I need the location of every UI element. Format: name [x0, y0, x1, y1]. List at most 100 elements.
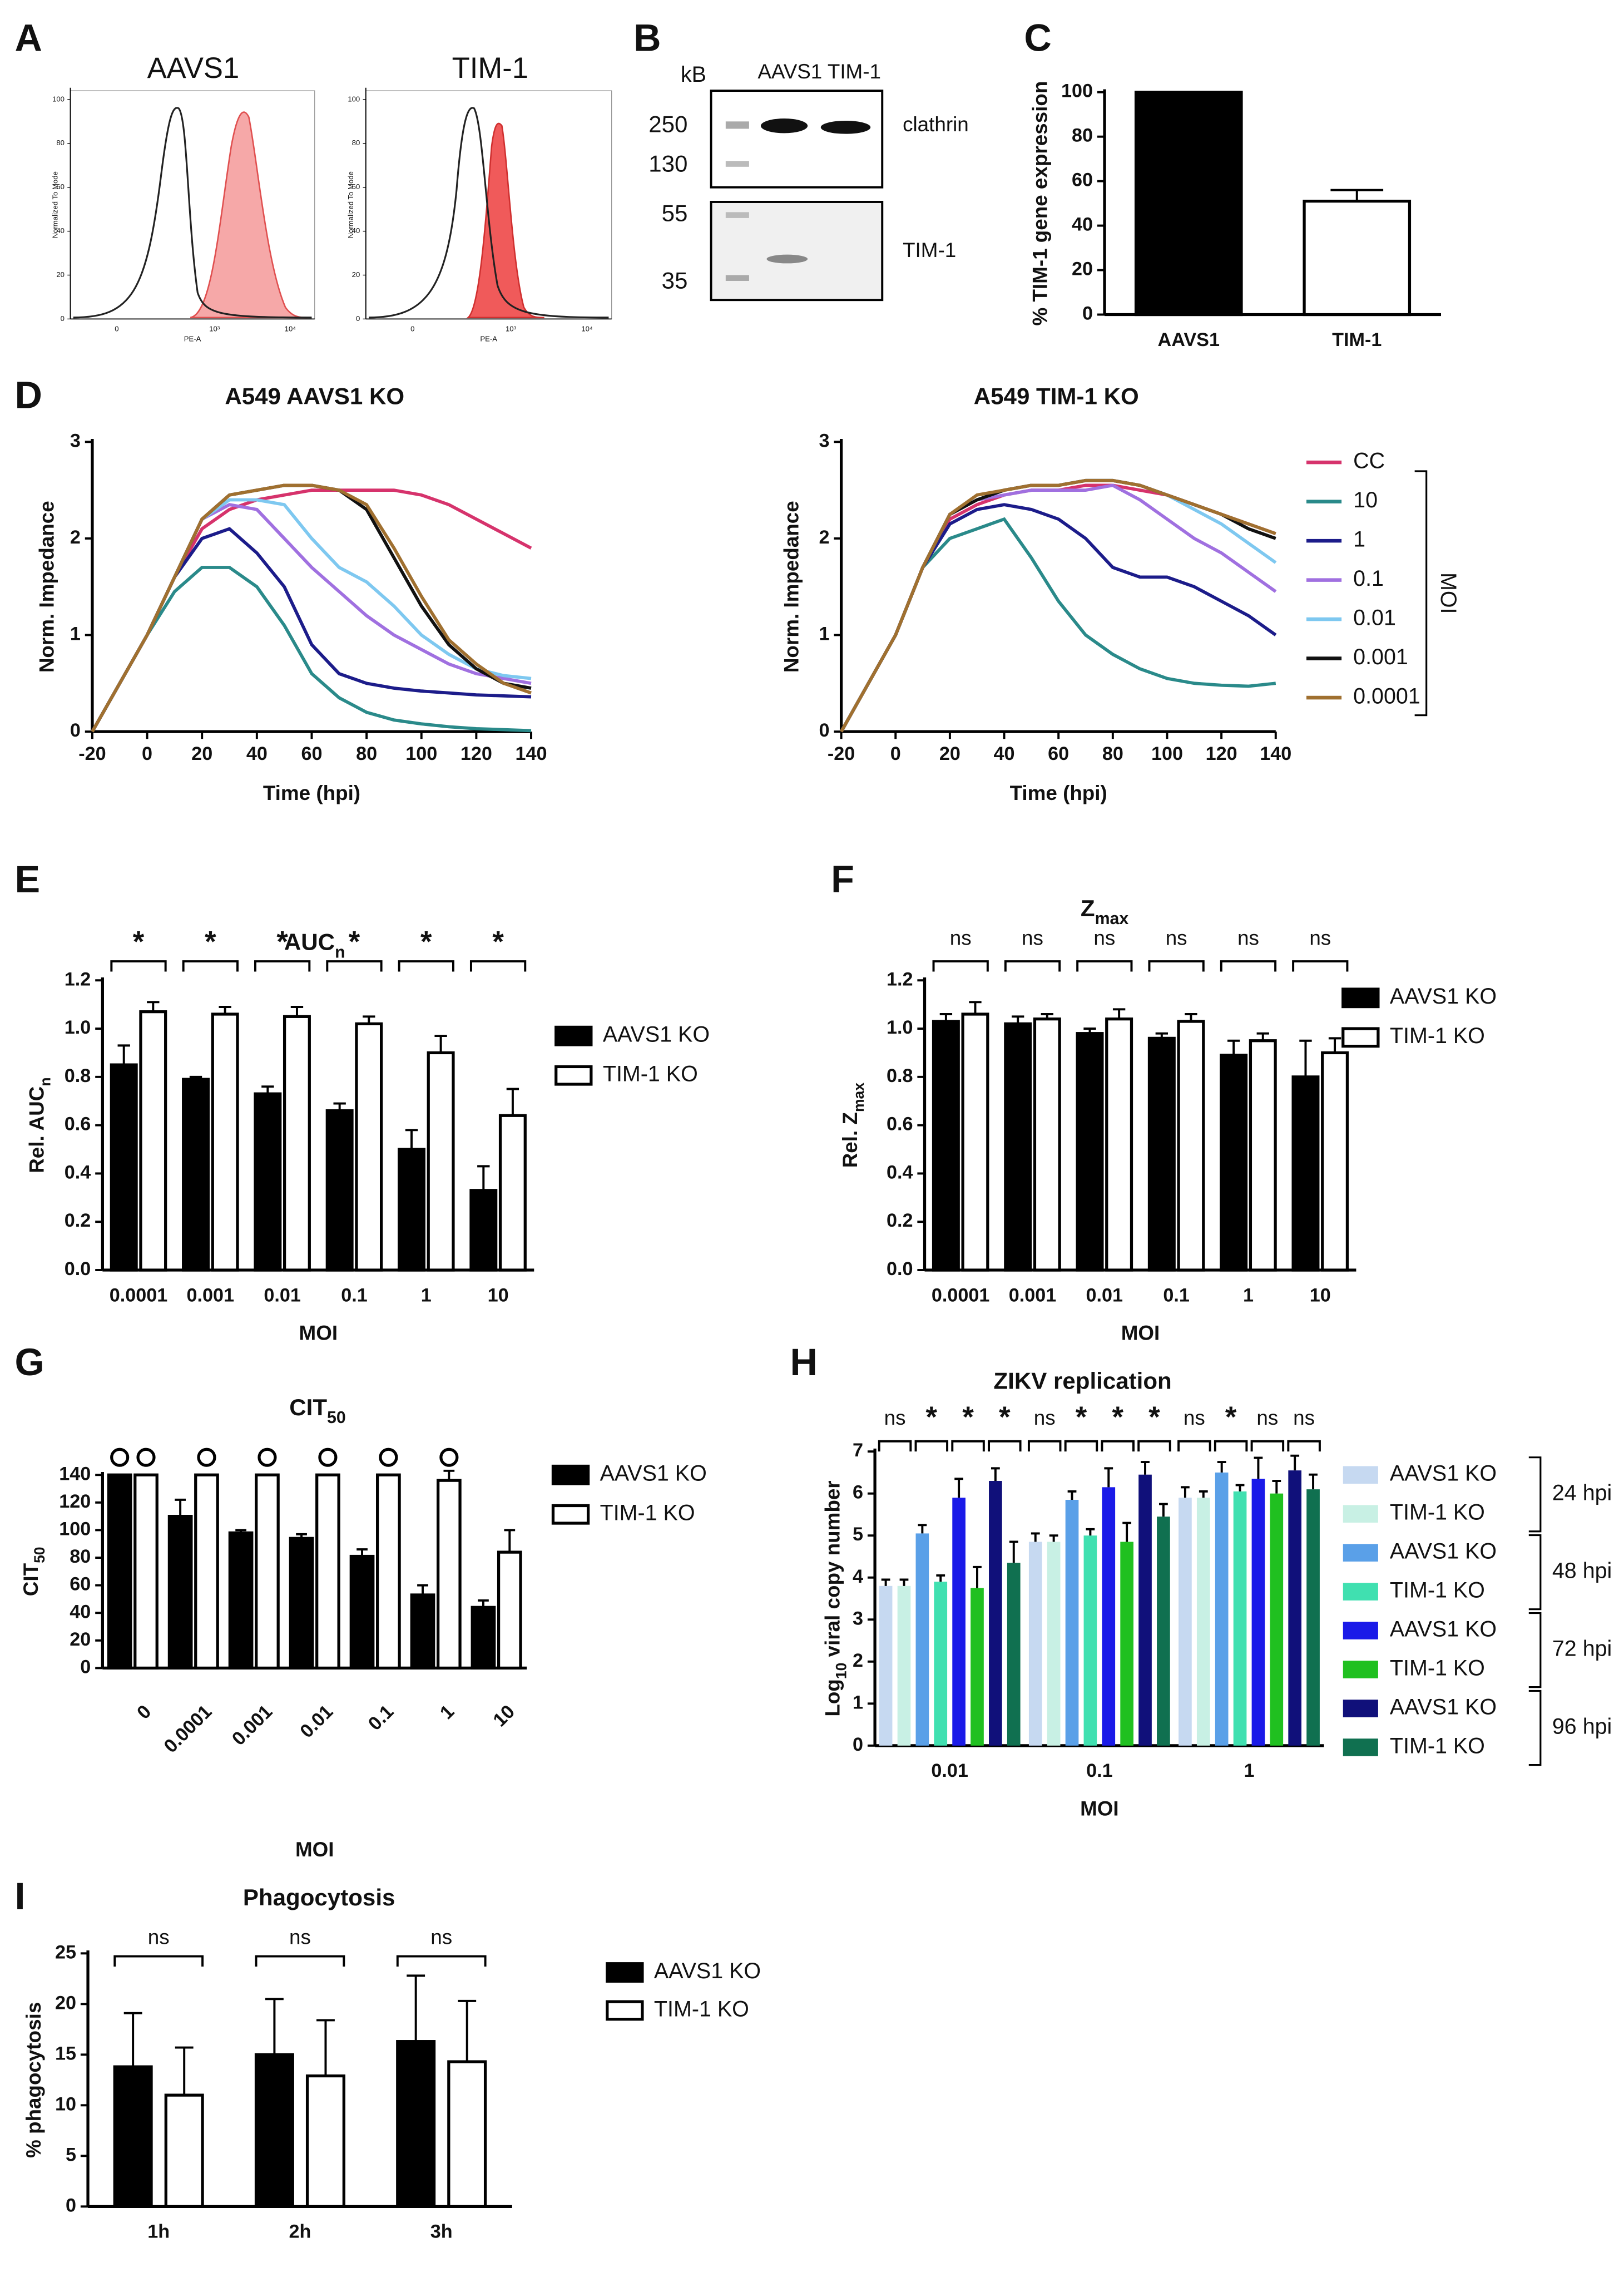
chart-title: A549 AAVS1 KO [225, 383, 404, 409]
error-bar [1199, 1490, 1208, 1498]
error-bar [147, 1001, 160, 1012]
bar [1004, 1022, 1032, 1272]
x-tick-label: 20 [939, 743, 960, 764]
x-axis-label: MOI [295, 1838, 334, 1861]
bar [1065, 1500, 1079, 1746]
bar [498, 1114, 527, 1272]
x-axis-label: PE-A [184, 335, 201, 343]
x-tick-label: 0.01 [931, 1760, 968, 1781]
significance-bracket [932, 960, 989, 972]
blot-lanes: AAVS1 TIM-1 [757, 60, 881, 83]
legend-swatch [1343, 1622, 1378, 1639]
legend-label: 0.1 [1353, 566, 1384, 591]
error-bar [1290, 1454, 1300, 1471]
x-tick-label: 0 [133, 1701, 155, 1723]
y-tick-label: 0 [819, 720, 830, 741]
legend-swatch [1343, 1466, 1378, 1484]
significance-bracket [878, 1440, 912, 1452]
bar [133, 1473, 159, 1670]
blot-label: clathrin [903, 113, 969, 136]
significance-bracket [1177, 1440, 1211, 1452]
error-bar [407, 1974, 425, 2042]
error-bar [219, 1005, 231, 1014]
x-tick-label: 0.0001 [160, 1701, 216, 1757]
y-tick-label: 1 [819, 624, 830, 645]
blot-band [760, 118, 808, 134]
error-bar [1041, 1013, 1053, 1019]
blot-marker: 35 [662, 268, 688, 294]
bar [497, 1550, 522, 1670]
text-part: 50 [327, 1408, 346, 1426]
text-part: Z [1081, 895, 1095, 921]
panel-label: A [15, 17, 42, 60]
error-bar [235, 1529, 246, 1533]
legend-label: TIM-1 KO [1390, 1733, 1485, 1758]
significance-bracket [254, 960, 311, 972]
x-tick-label: 3h [430, 2221, 453, 2242]
legend-swatch [1341, 1027, 1380, 1048]
y-axis-label: % phagocytosis [22, 2002, 45, 2158]
x-tick-label: 0.1 [364, 1701, 398, 1735]
error-bar [265, 1998, 284, 2055]
x-tick-label: 0.001 [1009, 1285, 1057, 1306]
bar [164, 2093, 204, 2208]
flow-curve [466, 122, 544, 319]
significance-label: * [962, 1401, 974, 1434]
series-line [91, 483, 532, 733]
blot-label: TIM-1 [903, 239, 956, 261]
blot-kb: kB [681, 62, 706, 87]
bar [355, 1022, 383, 1272]
legend-swatch [1343, 1661, 1378, 1678]
legend-label: TIM-1 KO [600, 1501, 695, 1525]
y-tick-label: 25 [55, 1942, 76, 1963]
error-bar [1122, 1522, 1132, 1542]
bar [952, 1498, 966, 1746]
error-bar [1159, 1503, 1168, 1517]
legend-label: AAVS1 KO [1390, 1461, 1497, 1486]
significance-label: ns [148, 1926, 170, 1949]
legend-swatch [1343, 1505, 1378, 1523]
bar [915, 1533, 929, 1746]
error-bar [1155, 1032, 1169, 1039]
error-bar [1086, 1528, 1095, 1536]
y-tick-label: 0.2 [887, 1210, 913, 1231]
x-tick-label: 1 [1244, 1760, 1254, 1781]
x-tick-label: 10⁴ [581, 324, 592, 333]
significance-bracket [1250, 1440, 1285, 1452]
bar [1147, 1036, 1176, 1272]
bar [1249, 1039, 1277, 1272]
error-bar [1330, 189, 1384, 201]
y-tick-label: 100 [348, 95, 360, 103]
x-tick-label: 100 [1151, 743, 1183, 764]
y-tick-label: 0.4 [65, 1162, 91, 1183]
y-tick-label: 0.6 [887, 1114, 913, 1135]
error-bar [939, 1013, 953, 1022]
series-line [840, 517, 1276, 733]
y-tick-label: 0 [853, 1734, 863, 1755]
error-bar [189, 1075, 202, 1080]
legend-label: TIM-1 KO [654, 1997, 749, 2021]
y-tick-label: 60 [1072, 170, 1093, 191]
x-tick-label: 0.001 [187, 1285, 235, 1306]
significance-bracket [255, 1955, 345, 1967]
legend-swatch [606, 2000, 644, 2021]
significance-label: * [205, 925, 216, 958]
y-tick-label: 5 [853, 1524, 863, 1545]
legend-swatch [1343, 1583, 1378, 1601]
x-tick-label: 0.01 [296, 1701, 337, 1742]
legend-label: AAVS1 KO [654, 1959, 761, 1983]
significance-label: * [926, 1401, 938, 1434]
bar [1138, 1474, 1152, 1746]
y-tick-label: 60 [56, 182, 65, 191]
bar [1083, 1535, 1097, 1746]
significance-bracket [1220, 960, 1277, 972]
bar [934, 1582, 948, 1746]
significance-bracket [1148, 960, 1205, 972]
x-axis-label: PE-A [480, 335, 497, 343]
y-tick-label: 80 [56, 139, 65, 147]
y-tick-label: 0.0 [887, 1258, 913, 1280]
panel-label: H [790, 1341, 818, 1384]
x-tick-label: 40 [994, 743, 1015, 764]
legend-bracket [1528, 1456, 1542, 1533]
